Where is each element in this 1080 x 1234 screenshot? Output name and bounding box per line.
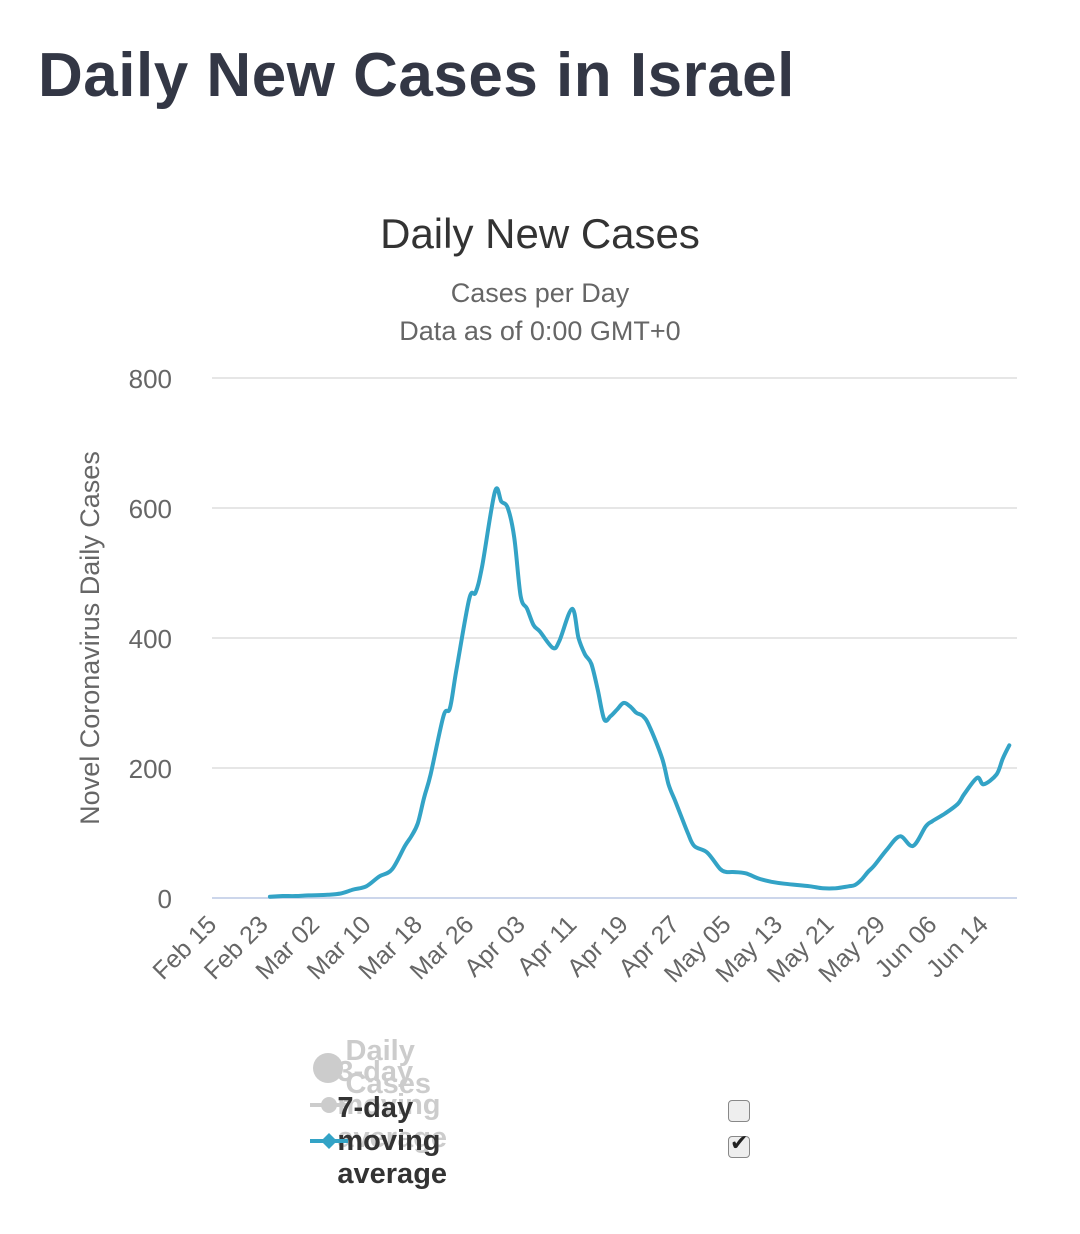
chart-title: Daily New Cases <box>380 210 700 257</box>
y-tick-label: 200 <box>129 754 172 784</box>
circle-marker-icon <box>308 1050 343 1086</box>
y-tick-label: 0 <box>158 884 172 914</box>
checkbox-3-day-moving-average[interactable] <box>728 1100 750 1122</box>
line-circle-marker-icon <box>308 1087 348 1123</box>
y-axis-title: Novel Coronavirus Daily Cases <box>75 451 105 825</box>
line-diamond-marker-icon <box>308 1123 348 1159</box>
legend-label: 3-day moving average <box>337 1055 448 1154</box>
page-title: Daily New Cases in Israel <box>38 41 795 110</box>
series-7-day-moving-average[interactable] <box>267 486 1012 899</box>
y-tick-label: 400 <box>129 624 172 654</box>
checkbox-7-day-moving-average[interactable]: ✔ <box>728 1131 750 1158</box>
chart-svg: Daily New Cases Cases per Day Data as of… <box>75 210 1017 988</box>
checkmark-icon: ✔ <box>730 1131 749 1156</box>
legend-item-3-day-moving-average[interactable]: 3-day moving average <box>308 1056 472 1154</box>
y-tick-label: 800 <box>129 364 172 394</box>
legend-item-daily-cases[interactable]: Daily Cases <box>308 1035 447 1100</box>
legend-label: 7-day moving average <box>337 1091 448 1190</box>
series-line-7-day-moving-average[interactable] <box>267 486 1012 899</box>
chart-container: Daily New Cases Cases per Day Data as of… <box>0 180 1080 1190</box>
chart-subtitle-line-2: Data as of 0:00 GMT+0 <box>399 316 680 346</box>
y-tick-label: 600 <box>129 494 172 524</box>
y-axis-tick-labels: 0 200 400 600 800 <box>129 364 172 914</box>
grid-lines <box>212 377 1017 899</box>
legend-label: Daily Cases <box>345 1035 432 1100</box>
legend-item-7-day-moving-average[interactable]: 7-day moving average <box>308 1092 472 1190</box>
chart-subtitle-line-1: Cases per Day <box>451 278 630 308</box>
